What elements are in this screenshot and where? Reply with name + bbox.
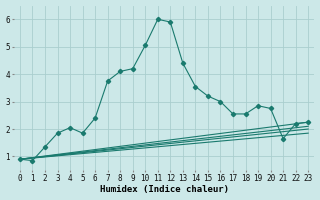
X-axis label: Humidex (Indice chaleur): Humidex (Indice chaleur): [100, 185, 228, 194]
